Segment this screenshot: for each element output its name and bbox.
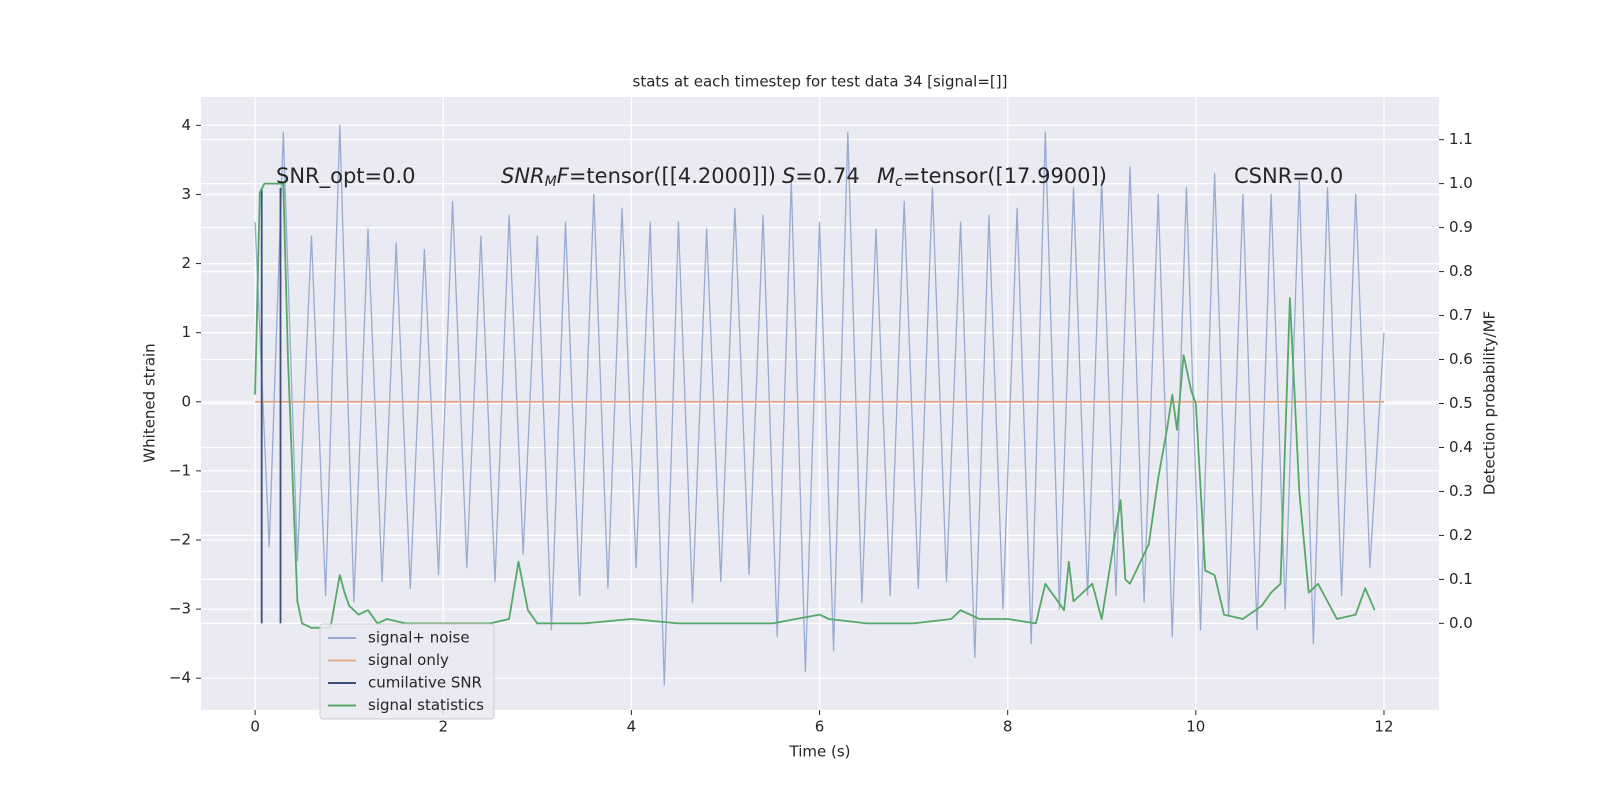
x-tick-label: 8 <box>1003 718 1013 736</box>
annotation: Mc=tensor([17.9900]) <box>877 164 1107 190</box>
y-tick-label: 2 <box>181 254 191 272</box>
x-tick-label: 0 <box>250 718 260 736</box>
annotation-part: SNR_opt=0.0 <box>276 164 416 189</box>
series-line <box>254 182 1376 629</box>
annotation-part: =0.74 <box>795 164 859 188</box>
y-axis-label: Whitened strain <box>141 343 159 462</box>
annotation: SNR_opt=0.0 <box>276 164 416 189</box>
annotation-part: =tensor([17.9900]) <box>903 164 1107 188</box>
legend-label: cumilative SNR <box>368 674 482 692</box>
y2-tick-label: 0.4 <box>1449 438 1473 456</box>
y2-tick-label: 0.3 <box>1449 482 1473 500</box>
annotation: S=0.74 <box>782 164 860 188</box>
annotation-part: =tensor([[4.2000]]) <box>569 164 776 188</box>
annotation: SNRMF=tensor([[4.2000]]) <box>501 164 776 190</box>
x-tick-label: 6 <box>815 718 825 736</box>
y-tick-label: 0 <box>181 392 191 410</box>
x-tick-label: 10 <box>1186 718 1205 736</box>
y2-tick-label: 1.1 <box>1449 130 1473 148</box>
annotation-part: c <box>895 174 903 190</box>
x-tick-label: 4 <box>627 718 637 736</box>
y2-tick-label: 0.0 <box>1449 614 1473 632</box>
x-tick-label: 12 <box>1374 718 1393 736</box>
legend-label: signal only <box>368 651 449 669</box>
y2-tick-label: 1.0 <box>1449 174 1473 192</box>
legend: signal+ noise signal only cumilative SNR si… <box>319 623 495 720</box>
legend-label: signal statistics <box>368 696 484 714</box>
annotation-part: F <box>557 164 570 188</box>
annotation-part: SNR <box>501 164 545 188</box>
y-tick-label: 3 <box>181 185 191 203</box>
y2-axis-label: Detection probability/MF <box>1481 311 1499 495</box>
series-line <box>254 124 1385 686</box>
marks <box>254 124 1385 686</box>
labels: 0 2 4 6 8 10 12−4−3−2−1012340.00.10.20.30.40.5… <box>169 116 1473 736</box>
annotation-part: S <box>782 164 795 188</box>
y-tick-label: 1 <box>181 323 191 341</box>
legend-box <box>319 623 495 720</box>
annotation-part: CSNR=0.0 <box>1234 164 1343 188</box>
annotation-part: M <box>545 174 557 190</box>
y-tick-label: −2 <box>169 530 191 548</box>
x-axis-label: Time (s) <box>789 743 851 761</box>
y2-tick-label: 0.9 <box>1449 218 1473 236</box>
y2-tick-label: 0.8 <box>1449 262 1473 280</box>
y-tick-label: −4 <box>169 669 191 687</box>
annotation: CSNR=0.0 <box>1234 164 1343 188</box>
y2-tick-label: 0.2 <box>1449 526 1473 544</box>
y2-tick-label: 0.6 <box>1449 350 1473 368</box>
y2-tick-label: 0.5 <box>1449 394 1473 412</box>
series-line <box>260 188 282 624</box>
annotation-part: M <box>877 164 895 188</box>
y-tick-label: −3 <box>169 600 191 618</box>
x-tick-label: 2 <box>438 718 448 736</box>
y-tick-label: 4 <box>181 116 191 134</box>
y-tick-label: −1 <box>169 461 191 479</box>
legend-label: signal+ noise <box>368 629 470 647</box>
y2-tick-label: 0.1 <box>1449 570 1473 588</box>
chart-title: stats at each timestep for test data 34 … <box>633 73 1008 91</box>
y2-tick-label: 0.7 <box>1449 306 1473 324</box>
